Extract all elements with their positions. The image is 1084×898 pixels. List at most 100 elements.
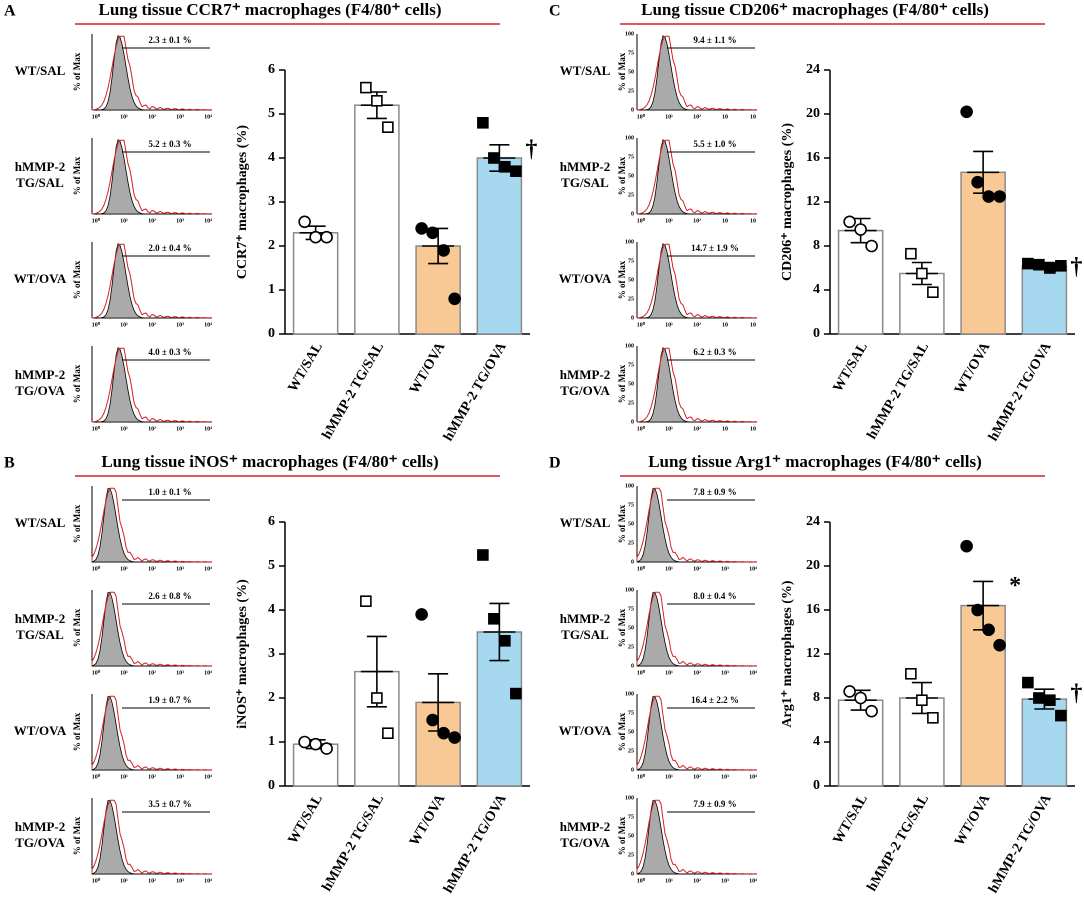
- hist-ylabel: % of Max: [617, 504, 627, 543]
- hist-xtick-label: 10²: [148, 566, 156, 572]
- hist-percent-label: 2.6 ± 0.8 %: [148, 591, 191, 601]
- y-tick-label: 6: [268, 514, 275, 529]
- histogram-line: [91, 243, 213, 319]
- data-point: [371, 692, 383, 704]
- data-point: [993, 190, 1006, 203]
- hist-percent-label: 2.3 ± 0.1 %: [148, 35, 191, 45]
- hist-ytick-label: 0: [631, 107, 634, 113]
- hist-ytick-label: 25: [628, 852, 634, 858]
- hist-row-label: TG/OVA: [15, 383, 65, 398]
- hist-xtick-label: 10⁴: [204, 322, 212, 328]
- hist-ytick-label: 75: [628, 362, 634, 368]
- hist-xtick-label: 10¹: [665, 426, 673, 432]
- hist-xtick-label: 10¹: [120, 566, 128, 572]
- hist-xtick-label: 10⁰: [637, 321, 646, 328]
- hist-row-label: hMMP-2: [15, 159, 66, 174]
- data-point: [320, 742, 333, 755]
- hist-xtick-label: 10³: [176, 566, 184, 572]
- data-point: [360, 81, 372, 94]
- hist-xtick-label: 10³: [176, 774, 184, 780]
- hist-row-label: hMMP-2: [15, 611, 66, 626]
- data-point: [320, 230, 333, 244]
- hist-ytick-label: 100: [625, 483, 634, 489]
- bar: [292, 232, 339, 335]
- y-tick-label: 3: [268, 194, 275, 209]
- hist-percent-label: 5.2 ± 0.3 %: [148, 139, 191, 149]
- histogram-line: [91, 347, 213, 423]
- hist-ytick-label: 25: [628, 748, 634, 754]
- x-tick-label: hMMP-2 TG/OVA: [441, 339, 510, 443]
- significance-mark: †: [1070, 681, 1082, 707]
- hist-xtick-label: 10⁴: [749, 774, 757, 780]
- y-tick-label: 0: [813, 778, 820, 793]
- data-point: [448, 292, 461, 306]
- hist-row-label: hMMP-2: [560, 367, 611, 382]
- hist-ytick-label: 75: [628, 606, 634, 612]
- hist-row-label: TG/OVA: [15, 835, 65, 850]
- x-tick-label: hMMP-2 TG/SAL: [320, 792, 388, 894]
- hist-xtick-label: 10⁰: [637, 425, 646, 432]
- panel-title: Lung tissue CCR7⁺ macrophages (F4/80⁺ ce…: [99, 0, 442, 19]
- hist-xtick-label: 10³: [721, 878, 729, 884]
- hist-xtick-label: 10¹: [665, 114, 673, 120]
- y-tick-label: 12: [806, 194, 820, 209]
- y-axis-label: Arg1⁺ macrophages (%): [780, 580, 795, 727]
- hist-ytick-label: 75: [628, 814, 634, 820]
- histogram-line: [91, 139, 213, 215]
- hist-ytick-label: 50: [628, 625, 634, 631]
- hist-ylabel: % of Max: [72, 712, 82, 751]
- hist-ylabel: % of Max: [72, 156, 82, 195]
- y-tick-label: 4: [268, 602, 275, 617]
- histogram-fill: [637, 35, 757, 111]
- data-point: [1022, 257, 1034, 270]
- significance-mark: *: [1009, 573, 1021, 599]
- hist-ytick-label: 100: [625, 31, 634, 37]
- histogram-fill: [637, 347, 757, 423]
- histogram-line: [636, 347, 758, 423]
- histogram-line: [636, 35, 758, 111]
- hist-percent-label: 16.4 ± 2.2 %: [691, 695, 739, 705]
- data-point: [499, 161, 511, 173]
- hist-ytick-label: 25: [628, 644, 634, 650]
- hist-ytick-label: 25: [628, 540, 634, 546]
- panel-letter: B: [4, 455, 15, 472]
- x-tick-label: hMMP-2 TG/SAL: [320, 340, 388, 442]
- hist-xtick-label: 10⁴: [204, 774, 212, 780]
- data-point: [1044, 694, 1056, 707]
- hist-xtick-label: 10⁰: [637, 877, 646, 884]
- data-point: [415, 222, 428, 235]
- panel-letter: A: [4, 3, 16, 20]
- x-tick-label: WT/OVA: [952, 791, 994, 848]
- data-point: [905, 247, 917, 260]
- data-point: [309, 737, 322, 751]
- data-point: [865, 704, 878, 718]
- hist-percent-label: 8.0 ± 0.4 %: [693, 591, 736, 601]
- hist-xtick-label: 10: [750, 322, 756, 328]
- hist-xtick-label: 10¹: [665, 878, 673, 884]
- hist-ylabel: % of Max: [72, 52, 82, 91]
- panel-letter: C: [549, 3, 561, 20]
- hist-xtick-label: 10⁴: [204, 426, 212, 432]
- hist-percent-label: 2.0 ± 0.4 %: [148, 243, 191, 253]
- data-point: [854, 223, 867, 236]
- hist-xtick-label: 10¹: [665, 774, 673, 780]
- hist-ylabel: % of Max: [617, 712, 627, 751]
- data-point: [510, 687, 522, 700]
- histogram-line: [91, 695, 213, 771]
- histogram-line: [91, 591, 213, 667]
- hist-xtick-label: 10: [722, 114, 728, 120]
- hist-ytick-label: 50: [628, 277, 634, 283]
- hist-row-label: TG/SAL: [561, 175, 609, 190]
- data-point: [488, 152, 500, 164]
- hist-xtick-label: 10⁰: [92, 565, 101, 572]
- hist-ytick-label: 75: [628, 258, 634, 264]
- y-tick-label: 4: [813, 734, 820, 749]
- data-point: [309, 230, 322, 244]
- y-tick-label: 6: [268, 62, 275, 77]
- hist-xtick-label: 10¹: [120, 426, 128, 432]
- hist-xtick-label: 10⁰: [637, 565, 646, 572]
- y-tick-label: 8: [813, 690, 820, 705]
- data-point: [298, 735, 311, 749]
- hist-percent-label: 1.9 ± 0.7 %: [148, 695, 191, 705]
- hist-xtick-label: 10⁴: [204, 566, 212, 572]
